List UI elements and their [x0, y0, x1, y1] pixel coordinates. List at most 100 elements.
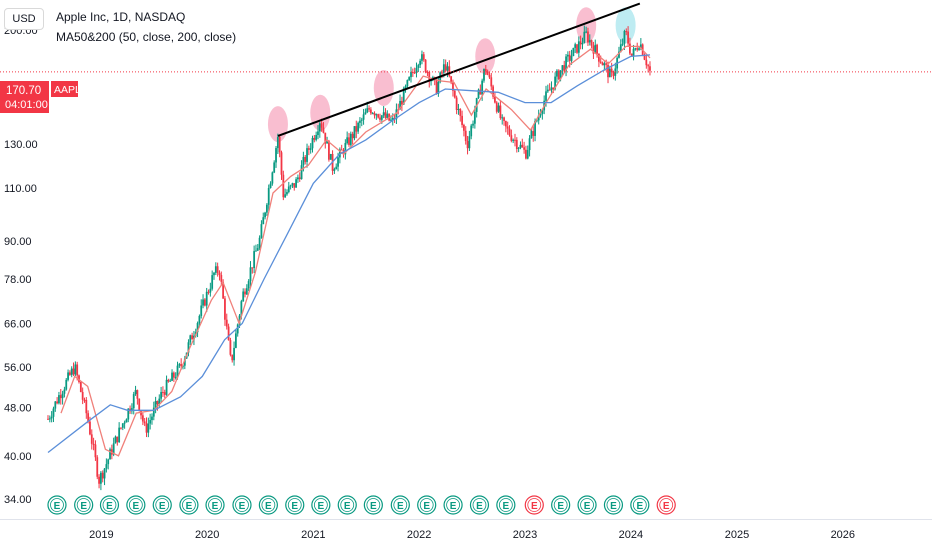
- earnings-marker[interactable]: E: [630, 495, 650, 515]
- candle-body: [59, 395, 62, 399]
- earnings-marker[interactable]: E: [285, 495, 305, 515]
- highlight-layer: [267, 7, 636, 143]
- candle-body: [318, 123, 321, 132]
- candle-body: [556, 70, 558, 77]
- candle-body: [501, 117, 504, 119]
- candle-body: [320, 123, 323, 128]
- indicator-title[interactable]: MA50&200 (50, close, 200, close): [56, 30, 237, 44]
- candle-body: [512, 139, 515, 141]
- currency-button[interactable]: USD: [4, 8, 44, 30]
- candle-body: [368, 108, 370, 110]
- candle-body: [360, 119, 363, 121]
- symbol-tag-label: AAPL: [54, 84, 81, 96]
- earnings-marker[interactable]: E: [603, 495, 624, 515]
- candle-body: [160, 392, 162, 399]
- candle-body: [83, 399, 86, 401]
- candle-body: [136, 390, 139, 399]
- earnings-marker[interactable]: E: [417, 495, 437, 515]
- earnings-marker[interactable]: E: [311, 495, 331, 515]
- candle-body: [280, 152, 283, 175]
- candle-body: [353, 126, 356, 139]
- candle-body: [597, 53, 600, 62]
- candle-body: [539, 113, 542, 116]
- earnings-letter: E: [584, 501, 591, 512]
- candle-body: [211, 275, 214, 289]
- trendline-layer[interactable]: [277, 2, 641, 137]
- candle-body: [483, 69, 485, 81]
- earnings-badge-inner: [182, 498, 196, 512]
- candle-body: [362, 114, 365, 120]
- earnings-marker[interactable]: E: [99, 495, 120, 515]
- candle-body: [357, 122, 360, 132]
- earnings-marker[interactable]: E: [205, 495, 225, 515]
- candle-body: [154, 401, 157, 408]
- candle-body: [125, 419, 128, 423]
- earnings-marker[interactable]: E: [337, 495, 357, 515]
- candle-body: [163, 392, 166, 395]
- candle-body: [408, 77, 411, 81]
- earnings-marker[interactable]: E: [524, 495, 544, 515]
- candle-body: [286, 192, 288, 195]
- candle-body: [172, 372, 175, 378]
- earnings-letter: E: [80, 501, 87, 512]
- candle-body: [118, 427, 121, 443]
- earnings-marker[interactable]: E: [469, 495, 490, 515]
- candle-body: [114, 436, 117, 444]
- price-axis-label: 34.00: [4, 494, 32, 506]
- earnings-marker[interactable]: E: [179, 495, 199, 515]
- candle-body: [275, 148, 277, 163]
- candle-body: [329, 153, 332, 160]
- moving-average-layer: [47, 45, 651, 457]
- candle-body: [156, 401, 159, 405]
- candle-body: [284, 194, 287, 198]
- candle-body: [515, 139, 518, 149]
- candle-body: [68, 372, 71, 375]
- earnings-marker[interactable]: E: [152, 495, 172, 515]
- time-axis[interactable]: 2019 2020 2021 2022 2023 2024 2025 2026: [89, 529, 855, 541]
- candle-body: [127, 408, 130, 420]
- earnings-marker[interactable]: E: [363, 495, 383, 515]
- candle-body: [202, 299, 204, 306]
- earnings-letter: E: [265, 501, 272, 512]
- price-axis-label: 90.00: [4, 236, 32, 248]
- candle-body: [612, 72, 615, 76]
- candle-body: [50, 416, 53, 419]
- symbol-title[interactable]: Apple Inc, 1D, NASDAQ: [56, 10, 186, 24]
- candle-body: [61, 393, 64, 399]
- price-axis[interactable]: 200.00130.00110.0090.0078.0066.0056.0048…: [4, 25, 38, 506]
- price-axis-label: 110.00: [4, 183, 37, 195]
- candle-body: [453, 90, 456, 98]
- earnings-marker[interactable]: E: [390, 495, 410, 515]
- candle-body: [455, 97, 458, 110]
- earnings-badge-inner: [313, 498, 328, 512]
- earnings-marker[interactable]: E: [126, 495, 146, 515]
- candle-body: [253, 251, 256, 269]
- earnings-marker[interactable]: E: [232, 495, 252, 515]
- earnings-marker[interactable]: E: [258, 495, 278, 515]
- earnings-marker[interactable]: E: [656, 495, 676, 515]
- earnings-letter: E: [106, 501, 113, 512]
- earnings-badge-inner: [419, 498, 434, 512]
- earnings-marker[interactable]: E: [496, 495, 516, 515]
- price-tag: 170.70 04:01:00 AAPL: [0, 81, 81, 113]
- earnings-marker[interactable]: E: [47, 495, 67, 515]
- candle-body: [621, 43, 624, 45]
- candle-body: [85, 399, 88, 414]
- resistance-trendline[interactable]: [277, 2, 641, 137]
- candle-body: [448, 66, 451, 77]
- earnings-marker[interactable]: E: [551, 495, 571, 515]
- candle-body: [523, 147, 526, 150]
- candle-body: [377, 114, 380, 118]
- time-axis-label: 2021: [301, 529, 325, 541]
- candle-body: [322, 127, 325, 133]
- earnings-marker[interactable]: E: [577, 495, 597, 515]
- candle-body: [470, 125, 473, 137]
- candle-body: [461, 115, 463, 125]
- candle-body: [269, 183, 272, 189]
- candle-body: [497, 105, 500, 112]
- earnings-marker[interactable]: E: [443, 495, 463, 515]
- earnings-marker[interactable]: E: [74, 495, 94, 515]
- candle-body: [335, 166, 338, 170]
- candle-body: [417, 65, 420, 68]
